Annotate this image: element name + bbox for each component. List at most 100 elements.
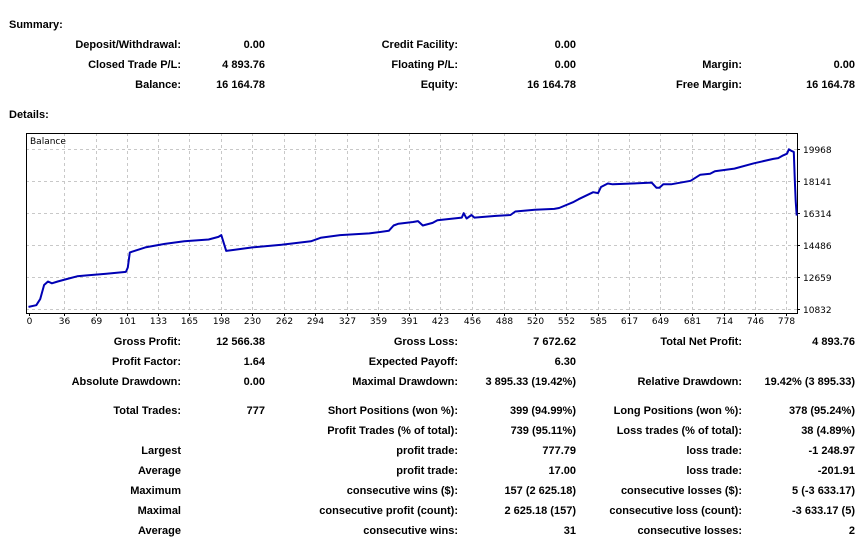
summary-value: 16 164.78 [527, 79, 576, 91]
x-tick-label: 681 [684, 317, 701, 327]
summary-label: Floating P/L: [391, 59, 458, 71]
details-value: -3 633.17 (5) [792, 505, 855, 517]
summary-value: 16 164.78 [216, 79, 265, 91]
x-tick-label: 294 [307, 317, 324, 327]
details-label: Short Positions (won %): [327, 405, 458, 417]
plot-border [26, 133, 798, 314]
details-label: loss trade: [686, 445, 742, 457]
balance-chart: 0 36 69 101 133 165 198 230 262 294 327 359 391 423 45… [26, 133, 832, 327]
details-value: 5 (-3 633.17) [792, 485, 855, 497]
details-label: Maximum [130, 485, 181, 497]
details-value: 19.42% (3 895.33) [764, 376, 855, 388]
x-tick-label: 391 [401, 317, 418, 327]
x-tick-label: 262 [276, 317, 293, 327]
x-tick-label: 714 [716, 317, 733, 327]
details-value: 378 (95.24%) [788, 405, 855, 417]
details-label: Loss trades (% of total): [616, 425, 742, 437]
details-heading: Details: [9, 109, 49, 121]
y-tick-label: 12659 [803, 274, 832, 284]
balance-line [28, 148, 798, 308]
x-tick-label: 133 [150, 317, 167, 327]
details-value: 0.00 [243, 376, 265, 388]
x-tick-label: 101 [119, 317, 136, 327]
summary-label: Balance: [135, 79, 181, 91]
x-tick-label: 36 [59, 317, 71, 327]
x-tick-label: 746 [747, 317, 764, 327]
x-tick-label: 520 [527, 317, 544, 327]
x-tick-label: 778 [778, 317, 795, 327]
details-value: -1 248.97 [808, 445, 855, 457]
y-tick-label: 18141 [803, 178, 832, 188]
x-tick-label: 69 [91, 317, 103, 327]
x-tick-label: 198 [213, 317, 230, 327]
x-tick-label: 617 [621, 317, 638, 327]
details-label: consecutive profit (count): [319, 505, 458, 517]
summary-value: 0.00 [554, 59, 576, 71]
details-value: 3 895.33 (19.42%) [485, 376, 576, 388]
x-tick-label: 359 [370, 317, 387, 327]
details-label: Average [137, 525, 181, 537]
details-value: 2 625.18 (157) [504, 505, 576, 517]
y-tick-label: 16314 [803, 210, 832, 220]
summary-label: Closed Trade P/L: [88, 59, 181, 71]
x-tick-label: 327 [339, 317, 356, 327]
y-tick-label: 10832 [803, 306, 832, 316]
x-tick-label: 230 [244, 317, 261, 327]
details-label: Gross Loss: [393, 336, 458, 348]
details-label: consecutive wins ($): [346, 485, 458, 497]
details-label: Total Trades: [113, 405, 181, 417]
x-tick-label: 0 [27, 317, 33, 327]
details-label: Long Positions (won %): [613, 405, 742, 417]
summary-label: Margin: [702, 59, 742, 71]
summary-value: 0.00 [554, 39, 576, 51]
details-label: Average [137, 465, 181, 477]
details-label: Expected Payoff: [368, 356, 458, 368]
details-value: 2 [848, 525, 855, 537]
details-label: Profit Factor: [111, 356, 181, 368]
details-value: -201.91 [817, 465, 855, 477]
details-value: 17.00 [548, 465, 576, 477]
chart-title: Balance [30, 137, 66, 147]
details-label: Total Net Profit: [660, 336, 742, 348]
details-label: Maximal Drawdown: [352, 376, 458, 388]
details-value: 38 (4.89%) [801, 425, 855, 437]
details-label: profit trade: [396, 445, 458, 457]
summary-label: Equity: [420, 79, 458, 91]
details-value: 4 893.76 [812, 336, 855, 348]
details-label: Relative Drawdown: [637, 376, 742, 388]
details-label: profit trade: [396, 465, 458, 477]
details-label: consecutive wins: [363, 525, 458, 537]
details-label: Largest [141, 445, 181, 457]
summary-value: 4 893.76 [222, 59, 265, 71]
x-tick-label: 456 [464, 317, 481, 327]
summary-label: Credit Facility: [381, 39, 458, 51]
details-label: Gross Profit: [113, 336, 181, 348]
details-value: 739 (95.11%) [510, 425, 576, 437]
summary-label: Free Margin: [675, 79, 742, 91]
summary-value: 0.00 [243, 39, 265, 51]
summary-value: 0.00 [833, 59, 855, 71]
summary-label: Deposit/Withdrawal: [75, 39, 181, 51]
details-label: Absolute Drawdown: [71, 376, 181, 388]
x-tick-label: 423 [432, 317, 449, 327]
details-value: 31 [563, 525, 576, 537]
details-label: consecutive loss (count): [609, 505, 742, 517]
details-label: consecutive losses ($): [620, 485, 742, 497]
details-label: consecutive losses: [637, 525, 742, 537]
details-label: Profit Trades (% of total): [327, 425, 458, 437]
details-label: Maximal [137, 505, 181, 517]
details-value: 777 [246, 405, 265, 417]
x-tick-label: 488 [496, 317, 513, 327]
y-tick-label: 19968 [803, 146, 832, 156]
summary-heading: Summary: [9, 19, 63, 31]
y-tick-label: 14486 [803, 242, 832, 252]
details-value: 777.79 [542, 445, 576, 457]
details-value: 12 566.38 [216, 336, 265, 348]
details-value: 1.64 [243, 356, 265, 368]
x-tick-label: 585 [590, 317, 607, 327]
details-value: 157 (2 625.18) [504, 485, 576, 497]
details-value: 7 672.62 [533, 336, 576, 348]
details-value: 399 (94.99%) [509, 405, 576, 417]
x-tick-label: 649 [652, 317, 669, 327]
details-value: 6.30 [554, 356, 576, 368]
